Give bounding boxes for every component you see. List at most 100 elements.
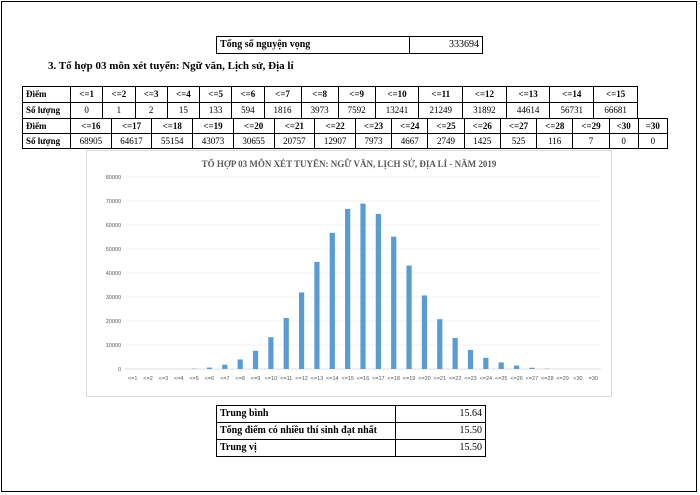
score-bucket-count: 525 [499,133,538,149]
chart-bars [145,203,566,369]
summary-stats-table: Trung bình 15.64 Tổng điểm có nhiều thí … [216,405,486,457]
x-tick-label: <=9 [251,376,260,382]
x-tick-label: <=12 [295,376,308,382]
score-bucket-header: <=10 [374,86,420,103]
score-bucket-count: 66681 [593,102,638,119]
x-tick-label: <=28 [541,376,554,382]
stat-value: 15.64 [395,405,486,423]
score-bucket-count: 30655 [232,133,275,149]
x-tick-label: <=14 [326,376,339,382]
score-bucket-count: 7592 [337,102,376,119]
chart-bar [237,359,243,369]
score-bucket-header: <=9 [337,86,376,103]
score-bucket-header: <30 [608,118,639,134]
x-tick-label: <=4 [174,376,183,382]
chart-title: TỔ HỢP 03 MÔN XÉT TUYỂN: NGỮ VĂN, LỊCH S… [202,159,497,169]
score-bucket-header: <=16 [70,118,112,134]
chart-bar [298,292,305,369]
total-applications-table: Tổng số nguyện vọng 333694 [216,36,484,54]
score-distribution-table-2: Điểm <=16 <=17 <=18 <=19 <=20 <=21 <=22 <=23 <=2… [22,118,669,149]
score-bucket-count: 133 [198,102,233,119]
count-row: Số lượng 0 1 2 15 133 594 1816 3973 7592 13241 212… [22,102,638,119]
x-tick-label: <=8 [235,376,244,382]
score-bucket-count: 15 [166,102,201,119]
chart-bar [329,232,335,369]
x-tick-label: <=26 [510,376,523,382]
score-row-label: Điểm [22,86,71,103]
x-tick-label: <=29 [556,376,569,382]
x-tick-label: <=20 [418,376,431,382]
stats-row-mode: Tổng điểm có nhiều thí sinh đạt nhất 15.… [216,422,486,440]
score-bucket-header: <=28 [536,118,574,134]
x-tick-label: <=25 [495,376,508,382]
y-tick-label: 70000 [106,199,121,205]
score-bucket-count: 64617 [110,133,153,149]
chart-bar [345,208,351,369]
section-heading: 3. Tổ hợp 03 môn xét tuyển: Ngữ văn, Lịc… [48,60,294,72]
chart-bar [421,295,428,369]
x-tick-label: <=22 [449,376,462,382]
score-distribution-table-1: Điểm <=1 <=2 <=3 <=4 <=5 <=6 <=7 <=8 <=9 <=10 <=11… [22,86,638,119]
score-bucket-count: 2749 [427,133,465,149]
x-tick-label: <30 [573,376,582,382]
y-tick-label: 40000 [106,271,121,277]
y-tick-label: 20000 [106,319,121,325]
chart-bar [206,367,213,369]
chart-bar [360,203,366,369]
count-row: Số lượng 68905 64617 55154 43073 30655 20757 1… [22,133,669,149]
x-tick-label: =30 [589,376,598,382]
y-tick-label: 10000 [106,343,121,349]
x-tick-label: <=23 [464,376,477,382]
score-bucket-header: <=22 [314,118,356,134]
x-tick-label: <=15 [341,376,354,382]
score-bucket-count: 4667 [391,133,429,149]
score-bucket-count: 68905 [70,133,112,149]
y-tick-label: 0 [118,367,121,373]
score-bucket-header: <=11 [418,86,464,103]
score-bucket-header: <=27 [499,118,538,134]
score-bucket-header: <=23 [354,118,393,134]
score-bucket-header: <=26 [463,118,501,134]
x-tick-label: <=24 [480,376,493,382]
x-tick-label: <=5 [189,376,198,382]
score-bucket-count: 0 [608,133,639,149]
x-tick-label: <=21 [434,376,447,382]
score-header-row: Điểm <=16 <=17 <=18 <=19 <=20 <=21 <=22 <=23 <=2… [22,118,669,134]
x-tick-label: <=11 [280,376,292,382]
chart-bar [406,265,412,369]
score-header-row: Điểm <=1 <=2 <=3 <=4 <=5 <=6 <=7 <=8 <=9 <=10 <=11… [22,86,638,103]
x-tick-label: <=16 [357,376,370,382]
score-bucket-header: <=24 [391,118,429,134]
score-row-label: Điểm [22,118,71,134]
chart-bar [513,365,520,369]
score-bucket-header: <=19 [192,118,234,134]
score-bucket-count: 1 [102,102,136,119]
stats-row-mean: Trung bình 15.64 [216,405,486,423]
chart-bar [467,349,474,369]
score-bucket-header: <=18 [151,118,194,134]
count-row-label: Số lượng [22,102,71,119]
score-bucket-header: <=7 [263,86,302,103]
score-bucket-header: <=13 [505,86,551,103]
score-bucket-header: <=8 [300,86,339,103]
x-tick-label: <=27 [526,376,539,382]
chart-bar [452,338,458,369]
score-bucket-header: <=21 [273,118,316,134]
chart-bar [222,364,228,369]
chart-bar [391,236,397,369]
chart-bar [529,367,535,369]
stat-label: Trung vị [216,439,396,457]
stats-row-median: Trung vị 15.50 [216,439,486,457]
x-tick-label: <=2 [143,376,152,382]
score-bucket-count: 7973 [354,133,393,149]
score-bucket-header: <=14 [549,86,595,103]
score-bucket-count: 0 [69,102,104,119]
count-row-label: Số lượng [22,133,71,149]
x-tick-label: <=19 [403,376,416,382]
score-bucket-count: 12907 [314,133,356,149]
y-tick-label: 50000 [106,247,121,253]
chart-bar [375,213,381,369]
chart-bar [483,357,489,369]
stat-value: 15.50 [395,439,486,457]
y-tick-label: 80000 [106,175,121,181]
